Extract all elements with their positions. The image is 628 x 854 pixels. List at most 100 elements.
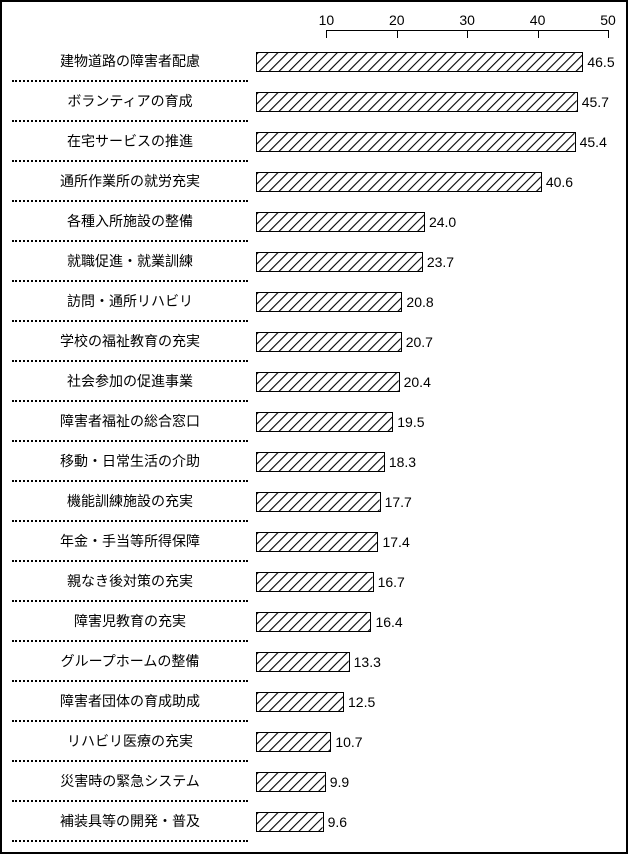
bar-value: 12.5 — [348, 694, 375, 710]
bar-cell: 20.7 — [248, 322, 616, 362]
bar-cell: 20.4 — [248, 362, 616, 402]
chart-row: 補装具等の開発・普及 9.6 — [12, 802, 616, 842]
row-label-cell: グループホームの整備 — [12, 642, 248, 682]
row-label: 就職促進・就業訓練 — [67, 251, 193, 271]
bar-cell: 9.9 — [248, 762, 616, 802]
hatch-fill — [257, 373, 399, 391]
row-label: 災害時の緊急システム — [60, 771, 200, 791]
chart-row: 学校の福祉教育の充実 20.7 — [12, 322, 616, 362]
hatch-fill — [257, 253, 422, 271]
row-label-cell: 社会参加の促進事業 — [12, 362, 248, 402]
chart-row: 障害者福祉の総合窓口 19.5 — [12, 402, 616, 442]
chart-row: 障害者団体の育成助成 12.5 — [12, 682, 616, 722]
row-label-cell: リハビリ医療の充実 — [12, 722, 248, 762]
chart-row: グループホームの整備 13.3 — [12, 642, 616, 682]
bar — [256, 692, 344, 712]
chart-row: 各種入所施設の整備24.0 — [12, 202, 616, 242]
chart-row: 年金・手当等所得保障17.4 — [12, 522, 616, 562]
hatch-fill — [257, 53, 582, 71]
bar-cell: 45.4 — [248, 122, 616, 162]
x-tick-label: 10 — [319, 12, 335, 28]
x-tick-label: 50 — [600, 12, 616, 28]
bar-value: 46.5 — [587, 54, 614, 70]
chart-row: リハビリ医療の充実 10.7 — [12, 722, 616, 762]
x-tick-label: 30 — [459, 12, 475, 28]
bar — [256, 492, 381, 512]
chart-row: 災害時の緊急システム 9.9 — [12, 762, 616, 802]
bar — [256, 652, 350, 672]
row-label-cell: 就職促進・就業訓練 — [12, 242, 248, 282]
bar-cell: 16.4 — [248, 602, 616, 642]
row-label-cell: 補装具等の開発・普及 — [12, 802, 248, 842]
x-tick — [326, 30, 327, 38]
row-label: リハビリ医療の充実 — [67, 731, 193, 751]
bar-cell: 19.5 — [248, 402, 616, 442]
chart-row: 機能訓練施設の充実17.7 — [12, 482, 616, 522]
hatch-fill — [257, 333, 401, 351]
row-label-cell: 建物道路の障害者配慮 — [12, 42, 248, 82]
row-label: 移動・日常生活の介助 — [60, 451, 200, 471]
hatch-fill — [257, 173, 541, 191]
chart-row: 建物道路の障害者配慮 46.5 — [12, 42, 616, 82]
bar — [256, 292, 402, 312]
chart-row: 移動・日常生活の介助18.3 — [12, 442, 616, 482]
chart-rows: 建物道路の障害者配慮 46.5 ボランティアの育成 45.7 在宅サービスの推進 45.4… — [12, 42, 616, 838]
row-label-cell: ボランティアの育成 — [12, 82, 248, 122]
row-label: 障害児教育の充実 — [74, 611, 186, 631]
row-label: ボランティアの育成 — [67, 91, 192, 111]
row-label: 社会参加の促進事業 — [67, 371, 193, 391]
bar — [256, 172, 542, 192]
row-label: 通所作業所の就労充実 — [60, 171, 200, 191]
row-label: 建物道路の障害者配慮 — [60, 51, 200, 71]
row-label: 学校の福祉教育の充実 — [60, 331, 200, 351]
row-label-cell: 障害児教育の充実 — [12, 602, 248, 642]
bar — [256, 452, 385, 472]
hatch-fill — [257, 613, 370, 631]
bar-cell: 24.0 — [248, 202, 616, 242]
bar-value: 9.6 — [328, 814, 347, 830]
row-label-cell: 障害者団体の育成助成 — [12, 682, 248, 722]
bar — [256, 772, 326, 792]
bar — [256, 92, 578, 112]
bar — [256, 572, 374, 592]
bar-value: 20.4 — [404, 374, 431, 390]
chart-row: 障害児教育の充実 16.4 — [12, 602, 616, 642]
hatch-fill — [257, 293, 401, 311]
bar — [256, 732, 331, 752]
bar-value: 20.7 — [406, 334, 433, 350]
bar-value: 23.7 — [427, 254, 454, 270]
x-tick — [538, 30, 539, 38]
row-label: グループホームの整備 — [61, 651, 200, 671]
x-tick — [397, 30, 398, 38]
hatch-fill — [257, 653, 349, 671]
bar — [256, 132, 576, 152]
hatch-fill — [257, 413, 392, 431]
hatch-fill — [257, 733, 330, 751]
bar-cell: 13.3 — [248, 642, 616, 682]
bar-value: 20.8 — [406, 294, 433, 310]
row-label-cell: 障害者福祉の総合窓口 — [12, 402, 248, 442]
x-tick — [608, 30, 609, 38]
row-label: 障害者団体の育成助成 — [60, 691, 200, 711]
hatch-fill — [257, 573, 373, 591]
bar-cell: 17.7 — [248, 482, 616, 522]
row-label-cell: 通所作業所の就労充実 — [12, 162, 248, 202]
chart-row: 社会参加の促進事業 20.4 — [12, 362, 616, 402]
bar-value: 19.5 — [397, 414, 424, 430]
hatch-fill — [257, 813, 323, 831]
x-tick — [467, 30, 468, 38]
bar-value: 13.3 — [354, 654, 381, 670]
hatch-fill — [257, 93, 577, 111]
row-label-cell: 機能訓練施設の充実 — [12, 482, 248, 522]
chart-row: 就職促進・就業訓練 23.7 — [12, 242, 616, 282]
x-tick-label: 40 — [530, 12, 546, 28]
bar-value: 10.7 — [335, 734, 362, 750]
bar — [256, 532, 378, 552]
hatch-fill — [257, 213, 424, 231]
bar — [256, 372, 400, 392]
chart-row: 在宅サービスの推進 45.4 — [12, 122, 616, 162]
bar-value: 45.7 — [582, 94, 609, 110]
bar-cell: 40.6 — [248, 162, 616, 202]
row-label: 在宅サービスの推進 — [67, 131, 193, 151]
chart-row: 訪問・通所リハビリ20.8 — [12, 282, 616, 322]
